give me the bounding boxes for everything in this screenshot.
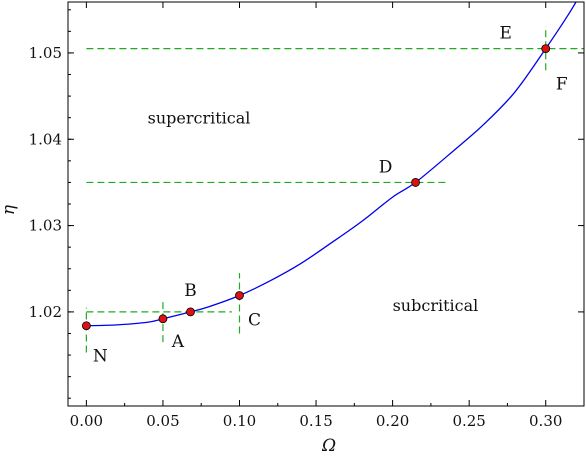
- x-axis: 0.00 0.05 0.10 0.15 0.20 0.25 0.30: [70, 2, 585, 430]
- x-tick-label-6: 0.30: [529, 412, 562, 430]
- y-tick-label-3: 1.05: [29, 44, 62, 62]
- data-point-a: [158, 314, 168, 324]
- y-tick-label-2: 1.04: [29, 130, 62, 148]
- point-label-a: A: [171, 332, 185, 352]
- region-label-subcritical: subcritical: [393, 296, 479, 315]
- x-axis-title: Ω: [321, 436, 336, 456]
- y-tick-label-1: 1.03: [29, 217, 62, 235]
- point-label-n: N: [93, 347, 108, 367]
- data-point-c: [235, 291, 244, 300]
- plot-content: [81, 2, 584, 353]
- point-label-b: B: [184, 281, 197, 301]
- x-tick-label-0: 0.00: [70, 412, 103, 430]
- x-tick-label-2: 0.10: [223, 412, 256, 430]
- data-point-d: [411, 178, 420, 187]
- x-tick-label-3: 0.15: [299, 412, 332, 430]
- x-tick-label-4: 0.20: [376, 412, 409, 430]
- point-label-d: D: [379, 157, 393, 177]
- point-label-e: E: [500, 24, 512, 44]
- data-point-n: [81, 321, 91, 331]
- y-axis-title: η: [0, 204, 19, 215]
- y-tick-label-0: 1.02: [29, 303, 62, 321]
- x-tick-label-1: 0.05: [146, 412, 179, 430]
- point-label-f: F: [556, 75, 568, 95]
- region-label-supercritical: supercritical: [148, 109, 251, 128]
- data-point-e: [541, 44, 551, 54]
- axes-frame: [67, 1, 585, 407]
- y-axis: 1.02 1.03 1.04 1.05: [29, 9, 584, 399]
- data-point-b: [186, 307, 195, 317]
- x-tick-label-5: 0.25: [452, 412, 485, 430]
- point-label-c: C: [248, 311, 261, 331]
